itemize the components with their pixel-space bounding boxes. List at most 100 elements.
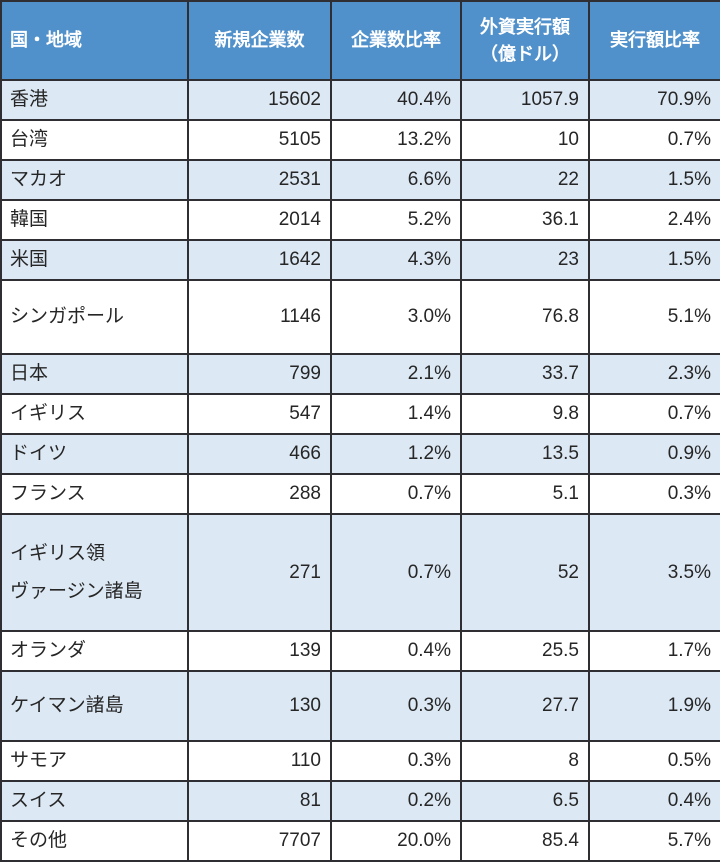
table-row-samoa: サモア 110 0.3% 8 0.5% (0, 740, 720, 782)
cell-region: ドイツ (0, 433, 189, 475)
cell-fdi-share: 0.5% (588, 740, 720, 782)
table-row-germany: ドイツ 466 1.2% 13.5 0.9% (0, 433, 720, 475)
cell-fdi-share: 1.5% (588, 159, 720, 201)
cell-fdi-amount: 33.7 (460, 353, 590, 395)
cell-region: ケイマン諸島 (0, 670, 189, 742)
cell-region: シンガポール (0, 279, 189, 355)
cell-fdi-share: 2.4% (588, 199, 720, 241)
table-row-hongkong: 香港 15602 40.4% 1057.9 70.9% (0, 79, 720, 121)
cell-region: 香港 (0, 79, 189, 121)
cell-fdi-share: 0.4% (588, 780, 720, 822)
cell-fdi-amount: 1057.9 (460, 79, 590, 121)
cell-new-companies: 81 (187, 780, 332, 822)
table-row-others: その他 7707 20.0% 85.4 5.7% (0, 820, 720, 862)
table-row-switzerland: スイス 81 0.2% 6.5 0.4% (0, 780, 720, 822)
cell-new-companies: 7707 (187, 820, 332, 862)
cell-fdi-amount: 8 (460, 740, 590, 782)
cell-fdi-share: 2.3% (588, 353, 720, 395)
col-header-fdi-share: 実行額比率 (588, 0, 720, 81)
cell-fdi-share: 1.9% (588, 670, 720, 742)
cell-company-share: 0.3% (330, 670, 462, 742)
table-row-uk: イギリス 547 1.4% 9.8 0.7% (0, 393, 720, 435)
cell-fdi-share: 70.9% (588, 79, 720, 121)
cell-new-companies: 15602 (187, 79, 332, 121)
table-row-france: フランス 288 0.7% 5.1 0.3% (0, 473, 720, 515)
table-body: 香港 15602 40.4% 1057.9 70.9% 台湾 5105 13.2… (0, 79, 720, 862)
table-row-usa: 米国 1642 4.3% 23 1.5% (0, 239, 720, 281)
cell-company-share: 13.2% (330, 119, 462, 161)
cell-fdi-amount: 9.8 (460, 393, 590, 435)
cell-fdi-share: 0.9% (588, 433, 720, 475)
table-row-korea: 韓国 2014 5.2% 36.1 2.4% (0, 199, 720, 241)
cell-company-share: 0.7% (330, 473, 462, 515)
cell-company-share: 4.3% (330, 239, 462, 281)
cell-new-companies: 1146 (187, 279, 332, 355)
cell-fdi-share: 1.7% (588, 630, 720, 672)
cell-fdi-amount: 76.8 (460, 279, 590, 355)
cell-region: 韓国 (0, 199, 189, 241)
table-row-cayman-islands: ケイマン諸島 130 0.3% 27.7 1.9% (0, 670, 720, 742)
table-row-netherlands: オランダ 139 0.4% 25.5 1.7% (0, 630, 720, 672)
cell-new-companies: 466 (187, 433, 332, 475)
cell-fdi-amount: 25.5 (460, 630, 590, 672)
col-header-region: 国・地域 (0, 0, 189, 81)
table-row-taiwan: 台湾 5105 13.2% 10 0.7% (0, 119, 720, 161)
table-row-macau: マカオ 2531 6.6% 22 1.5% (0, 159, 720, 201)
cell-new-companies: 547 (187, 393, 332, 435)
cell-company-share: 0.3% (330, 740, 462, 782)
cell-company-share: 20.0% (330, 820, 462, 862)
cell-fdi-share: 0.7% (588, 393, 720, 435)
table-row-british-virgin-islands: イギリス領 ヴァージン諸島 271 0.7% 52 3.5% (0, 513, 720, 632)
header-row: 国・地域 新規企業数 企業数比率 外資実行額 （億ドル） 実行額比率 (0, 0, 720, 81)
cell-new-companies: 2531 (187, 159, 332, 201)
col-header-fdi-amount: 外資実行額 （億ドル） (460, 0, 590, 81)
table-row-singapore: シンガポール 1146 3.0% 76.8 5.1% (0, 279, 720, 355)
cell-new-companies: 2014 (187, 199, 332, 241)
cell-region: イギリス (0, 393, 189, 435)
cell-company-share: 1.4% (330, 393, 462, 435)
cell-fdi-amount: 5.1 (460, 473, 590, 515)
cell-region: その他 (0, 820, 189, 862)
cell-company-share: 5.2% (330, 199, 462, 241)
cell-new-companies: 1642 (187, 239, 332, 281)
cell-fdi-amount: 6.5 (460, 780, 590, 822)
table-row-japan: 日本 799 2.1% 33.7 2.3% (0, 353, 720, 395)
cell-new-companies: 110 (187, 740, 332, 782)
cell-company-share: 0.2% (330, 780, 462, 822)
cell-fdi-amount: 10 (460, 119, 590, 161)
cell-fdi-amount: 13.5 (460, 433, 590, 475)
cell-fdi-amount: 36.1 (460, 199, 590, 241)
cell-new-companies: 799 (187, 353, 332, 395)
cell-company-share: 6.6% (330, 159, 462, 201)
col-header-company-share: 企業数比率 (330, 0, 462, 81)
cell-region: オランダ (0, 630, 189, 672)
cell-fdi-amount: 27.7 (460, 670, 590, 742)
cell-new-companies: 5105 (187, 119, 332, 161)
cell-fdi-amount: 22 (460, 159, 590, 201)
cell-new-companies: 271 (187, 513, 332, 632)
cell-company-share: 2.1% (330, 353, 462, 395)
cell-region: 台湾 (0, 119, 189, 161)
cell-region: マカオ (0, 159, 189, 201)
col-header-new-companies: 新規企業数 (187, 0, 332, 81)
cell-region: サモア (0, 740, 189, 782)
cell-company-share: 3.0% (330, 279, 462, 355)
table-header: 国・地域 新規企業数 企業数比率 外資実行額 （億ドル） 実行額比率 (0, 0, 720, 81)
cell-new-companies: 130 (187, 670, 332, 742)
cell-region: フランス (0, 473, 189, 515)
cell-fdi-amount: 52 (460, 513, 590, 632)
cell-region: 日本 (0, 353, 189, 395)
cell-new-companies: 139 (187, 630, 332, 672)
cell-fdi-share: 5.7% (588, 820, 720, 862)
cell-fdi-share: 1.5% (588, 239, 720, 281)
cell-company-share: 0.4% (330, 630, 462, 672)
cell-company-share: 0.7% (330, 513, 462, 632)
cell-new-companies: 288 (187, 473, 332, 515)
cell-fdi-share: 3.5% (588, 513, 720, 632)
cell-region: イギリス領 ヴァージン諸島 (0, 513, 189, 632)
cell-fdi-amount: 23 (460, 239, 590, 281)
cell-fdi-amount: 85.4 (460, 820, 590, 862)
cell-fdi-share: 0.7% (588, 119, 720, 161)
